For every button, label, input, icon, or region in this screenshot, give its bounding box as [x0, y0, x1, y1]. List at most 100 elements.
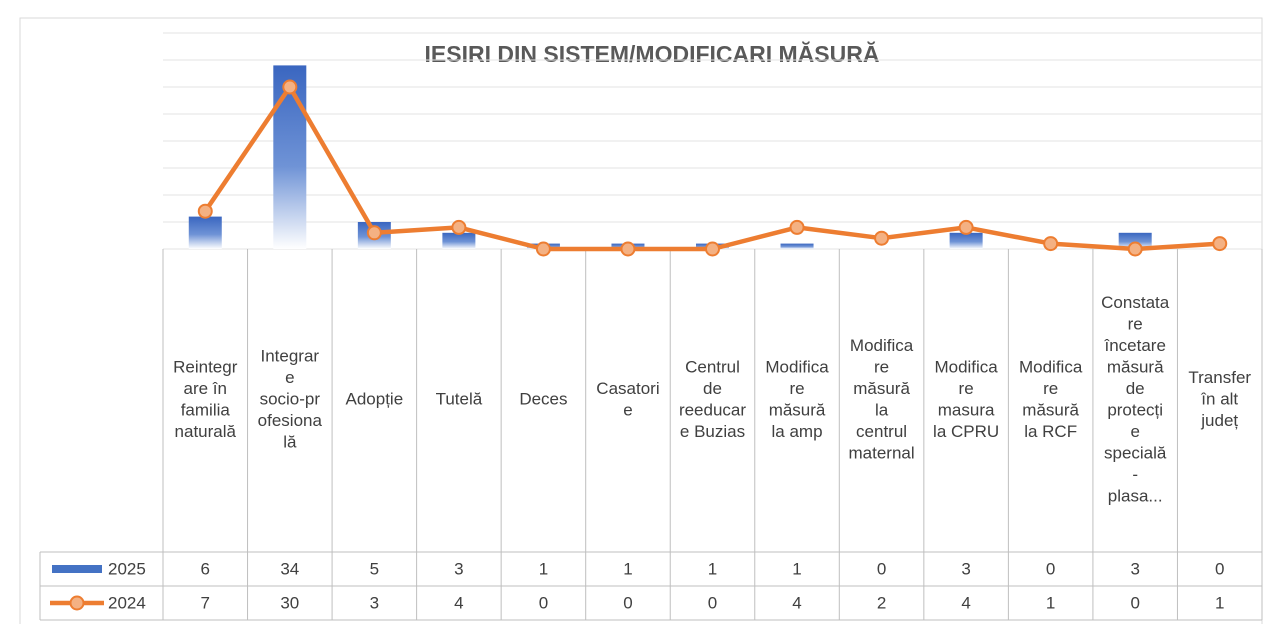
label-line: Integrar: [261, 347, 320, 366]
label-line: de: [703, 379, 722, 398]
label-line: ofesiona: [258, 411, 323, 430]
line-marker: [789, 219, 805, 235]
bar: [949, 232, 983, 249]
table-value: 0: [1046, 559, 1055, 578]
table-value: 4: [454, 593, 463, 612]
line-marker: [1212, 236, 1228, 252]
label-line: specială: [1104, 444, 1167, 463]
label-line: re: [874, 358, 889, 377]
table-value: 3: [961, 559, 970, 578]
x-tick-label: Adopție: [346, 390, 404, 409]
line-marker: [620, 241, 636, 257]
label-line: masura: [938, 401, 995, 420]
table-value: 2: [877, 593, 886, 612]
bar: [273, 65, 307, 250]
label-line: e Buzias: [680, 422, 745, 441]
x-tick-label: Modifica re măsură la amp: [765, 358, 829, 442]
label-line: Deces: [519, 390, 567, 409]
label-line: măsură: [1107, 358, 1164, 377]
label-line: de: [1126, 379, 1145, 398]
label-line: re: [1128, 315, 1143, 334]
label-line: re: [959, 379, 974, 398]
line-marker: [282, 79, 298, 95]
chart-title: IESIRI DIN SISTEM/MODIFICARI MĂSURĂ: [425, 40, 880, 67]
label-line: centrul: [856, 422, 907, 441]
table-value: 1: [792, 559, 801, 578]
line-marker: [958, 219, 974, 235]
label-line: Transfer: [1188, 368, 1251, 387]
label-line: Modifica: [1019, 358, 1083, 377]
x-tick-label: Centrul de reeducar e Buzias: [679, 358, 746, 442]
table-value: 30: [280, 593, 299, 612]
x-tick-label: Reintegr are în familia naturală: [173, 358, 238, 442]
table-value: 4: [961, 593, 970, 612]
x-tick-label: Modifica re măsură la RCF: [1019, 358, 1083, 442]
label-line: plasa...: [1108, 487, 1163, 506]
table-value: 7: [201, 593, 210, 612]
label-line: la: [875, 401, 889, 420]
table-value: 6: [201, 559, 210, 578]
table-value: 3: [370, 593, 379, 612]
label-line: are în: [184, 379, 227, 398]
line-marker: [1043, 236, 1059, 252]
label-line: în alt: [1200, 390, 1238, 409]
table-value: 1: [708, 559, 717, 578]
line-marker: [535, 241, 551, 257]
label-line: măsură: [769, 401, 826, 420]
label-line: măsură: [1022, 401, 1079, 420]
label-line: Modifica: [934, 358, 998, 377]
label-line: Adopție: [346, 390, 404, 409]
line-marker: [451, 219, 467, 235]
label-line: socio-pr: [260, 390, 321, 409]
legend-key: [52, 565, 102, 573]
label-line: protecți: [1107, 401, 1163, 420]
label-line: -: [1132, 465, 1138, 484]
bar: [188, 216, 222, 249]
label-line: re: [789, 379, 804, 398]
label-line: Constata: [1101, 293, 1170, 312]
table-value: 4: [792, 593, 801, 612]
table-value: 0: [877, 559, 886, 578]
label-line: Modifica: [850, 336, 914, 355]
label-line: re: [1043, 379, 1058, 398]
x-tick-label: Deces: [519, 390, 567, 409]
table-value: 0: [1130, 593, 1139, 612]
table-value: 0: [1215, 559, 1224, 578]
x-tick-label: Tutelă: [436, 390, 483, 409]
x-tick-label: Modifica re masura la CPRU: [933, 358, 999, 442]
line-marker: [197, 203, 213, 219]
x-tick-label: Transfer în alt județ: [1188, 368, 1251, 430]
label-line: Tutelă: [436, 390, 483, 409]
table-value: 34: [280, 559, 299, 578]
table-value: 5: [370, 559, 379, 578]
table-value: 3: [1130, 559, 1139, 578]
line-marker: [1127, 241, 1143, 257]
label-line: Centrul: [685, 358, 740, 377]
label-line: Casatori: [596, 379, 659, 398]
label-line: la RCF: [1024, 422, 1077, 441]
table-value: 3: [454, 559, 463, 578]
table-value: 0: [708, 593, 717, 612]
table-value: 1: [539, 559, 548, 578]
line-marker: [874, 230, 890, 246]
label-line: încetare: [1103, 336, 1165, 355]
label-line: la CPRU: [933, 422, 999, 441]
label-line: la amp: [772, 422, 823, 441]
label-line: Modifica: [765, 358, 829, 377]
label-line: reeducar: [679, 401, 746, 420]
x-tick-label: Constata re încetare măsură de protecți e speci…: [1101, 293, 1170, 506]
label-line: lă: [283, 433, 297, 452]
chart-frame: [19, 17, 1263, 624]
bar: [1118, 232, 1152, 249]
x-tick-label: Casatori e: [596, 379, 659, 420]
table-value: 0: [623, 593, 632, 612]
bar: [780, 243, 814, 249]
label-line: Reintegr: [173, 358, 238, 377]
table-value: 1: [1046, 593, 1055, 612]
label-line: familia: [181, 401, 231, 420]
table-value: 0: [539, 593, 548, 612]
label-line: maternal: [849, 444, 915, 463]
legend-label: 2024: [108, 593, 146, 612]
legend-key: [69, 595, 85, 611]
